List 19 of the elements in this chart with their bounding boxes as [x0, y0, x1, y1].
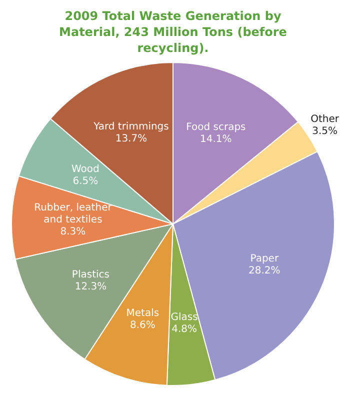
data-label: 14.1%: [200, 134, 232, 146]
slice-label: Metals: [126, 308, 160, 320]
slice-label: Food scraps: [186, 122, 246, 134]
slice-label: Rubber, leather and textiles: [34, 202, 113, 226]
slice-label: Plastics: [72, 270, 110, 281]
data-label: 13.7%: [115, 134, 148, 145]
slice-label: Wood: [71, 164, 100, 176]
data-label: 8.6%: [130, 320, 156, 332]
data-label: 3.5%: [312, 126, 338, 138]
data-label: 12.3%: [74, 282, 107, 293]
data-label: 8.3%: [60, 226, 86, 238]
slice-label: Yard trimmings: [92, 122, 169, 133]
chart-title: 2009 Total Waste Generation by Material, 243 Million Tons (before recycling).: [58, 8, 288, 56]
data-label: 4.8%: [172, 324, 198, 336]
slice-label: Glass: [170, 312, 198, 324]
data-label: 6.5%: [72, 176, 98, 188]
slice-label: Paper: [250, 254, 280, 265]
slice-label: Other: [310, 114, 340, 126]
data-label: 28.2%: [248, 266, 280, 277]
